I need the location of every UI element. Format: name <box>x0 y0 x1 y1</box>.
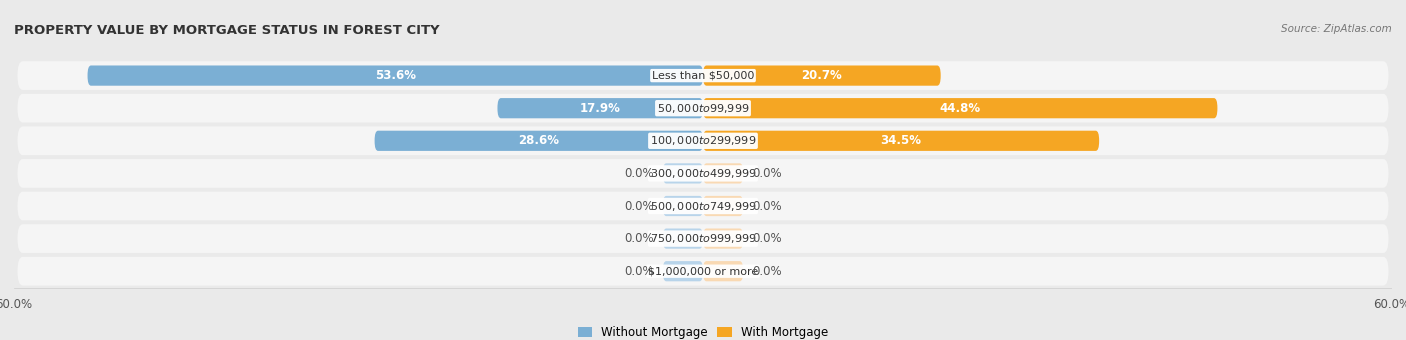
Text: 0.0%: 0.0% <box>752 232 782 245</box>
FancyBboxPatch shape <box>17 192 1389 220</box>
FancyBboxPatch shape <box>17 126 1389 155</box>
Text: $100,000 to $299,999: $100,000 to $299,999 <box>650 134 756 147</box>
Text: Source: ZipAtlas.com: Source: ZipAtlas.com <box>1281 24 1392 34</box>
FancyBboxPatch shape <box>703 163 744 184</box>
FancyBboxPatch shape <box>703 228 744 249</box>
Text: $1,000,000 or more: $1,000,000 or more <box>648 266 758 276</box>
FancyBboxPatch shape <box>662 261 703 281</box>
Text: $50,000 to $99,999: $50,000 to $99,999 <box>657 102 749 115</box>
Text: 0.0%: 0.0% <box>752 167 782 180</box>
Text: 0.0%: 0.0% <box>624 200 654 212</box>
Text: 0.0%: 0.0% <box>624 265 654 278</box>
Text: $300,000 to $499,999: $300,000 to $499,999 <box>650 167 756 180</box>
FancyBboxPatch shape <box>703 196 744 216</box>
Text: 53.6%: 53.6% <box>375 69 416 82</box>
Text: PROPERTY VALUE BY MORTGAGE STATUS IN FOREST CITY: PROPERTY VALUE BY MORTGAGE STATUS IN FOR… <box>14 24 440 37</box>
FancyBboxPatch shape <box>703 131 1099 151</box>
FancyBboxPatch shape <box>703 66 941 86</box>
Text: 44.8%: 44.8% <box>939 102 981 115</box>
FancyBboxPatch shape <box>374 131 703 151</box>
FancyBboxPatch shape <box>17 94 1389 122</box>
Legend: Without Mortgage, With Mortgage: Without Mortgage, With Mortgage <box>578 326 828 339</box>
FancyBboxPatch shape <box>703 261 744 281</box>
Text: 0.0%: 0.0% <box>752 265 782 278</box>
FancyBboxPatch shape <box>662 196 703 216</box>
Text: 20.7%: 20.7% <box>801 69 842 82</box>
FancyBboxPatch shape <box>87 66 703 86</box>
Text: $500,000 to $749,999: $500,000 to $749,999 <box>650 200 756 212</box>
FancyBboxPatch shape <box>17 61 1389 90</box>
FancyBboxPatch shape <box>17 224 1389 253</box>
FancyBboxPatch shape <box>498 98 703 118</box>
Text: 0.0%: 0.0% <box>624 167 654 180</box>
FancyBboxPatch shape <box>662 228 703 249</box>
FancyBboxPatch shape <box>17 257 1389 286</box>
Text: 28.6%: 28.6% <box>519 134 560 147</box>
FancyBboxPatch shape <box>17 159 1389 188</box>
FancyBboxPatch shape <box>662 163 703 184</box>
FancyBboxPatch shape <box>703 98 1218 118</box>
Text: 17.9%: 17.9% <box>579 102 620 115</box>
Text: $750,000 to $999,999: $750,000 to $999,999 <box>650 232 756 245</box>
Text: 0.0%: 0.0% <box>624 232 654 245</box>
Text: 34.5%: 34.5% <box>880 134 921 147</box>
Text: Less than $50,000: Less than $50,000 <box>652 71 754 81</box>
Text: 0.0%: 0.0% <box>752 200 782 212</box>
